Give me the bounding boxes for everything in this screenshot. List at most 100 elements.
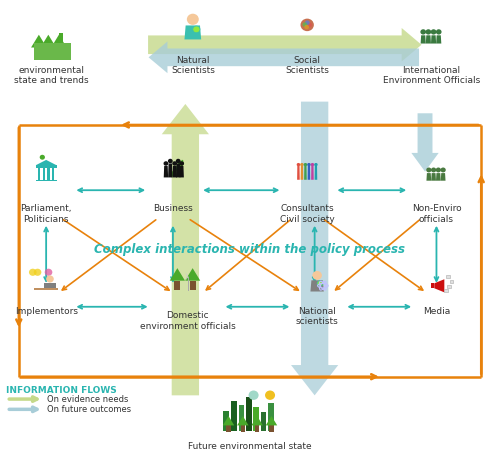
Polygon shape bbox=[446, 275, 450, 278]
Polygon shape bbox=[45, 47, 52, 57]
Polygon shape bbox=[185, 277, 188, 281]
Polygon shape bbox=[51, 35, 66, 47]
Polygon shape bbox=[412, 113, 438, 172]
Circle shape bbox=[187, 14, 199, 25]
Circle shape bbox=[440, 167, 446, 173]
Polygon shape bbox=[168, 164, 172, 177]
Circle shape bbox=[164, 161, 168, 166]
Circle shape bbox=[426, 167, 432, 173]
Polygon shape bbox=[162, 104, 209, 395]
Circle shape bbox=[46, 275, 54, 282]
Polygon shape bbox=[174, 280, 180, 290]
Polygon shape bbox=[255, 425, 260, 432]
Polygon shape bbox=[300, 166, 303, 180]
Circle shape bbox=[436, 29, 442, 35]
Text: Media: Media bbox=[423, 307, 450, 316]
Polygon shape bbox=[304, 166, 306, 180]
Polygon shape bbox=[431, 173, 436, 181]
Polygon shape bbox=[269, 425, 274, 432]
Circle shape bbox=[296, 163, 300, 166]
Circle shape bbox=[307, 23, 312, 27]
Polygon shape bbox=[311, 166, 314, 180]
Circle shape bbox=[304, 163, 307, 166]
Circle shape bbox=[430, 29, 436, 35]
Polygon shape bbox=[190, 280, 196, 290]
Polygon shape bbox=[260, 412, 266, 431]
Text: On future outcomes: On future outcomes bbox=[47, 405, 132, 414]
Circle shape bbox=[420, 29, 426, 35]
Polygon shape bbox=[450, 280, 453, 282]
Circle shape bbox=[40, 155, 45, 160]
Polygon shape bbox=[164, 166, 168, 177]
Polygon shape bbox=[426, 173, 431, 181]
Text: INFORMATION FLOWS: INFORMATION FLOWS bbox=[6, 386, 117, 395]
Circle shape bbox=[180, 161, 184, 166]
Polygon shape bbox=[188, 277, 190, 291]
Text: Natural
Scientists: Natural Scientists bbox=[171, 56, 215, 76]
Polygon shape bbox=[42, 168, 45, 181]
Polygon shape bbox=[44, 283, 56, 289]
Polygon shape bbox=[308, 166, 310, 180]
Circle shape bbox=[310, 163, 314, 166]
Circle shape bbox=[307, 163, 310, 166]
Polygon shape bbox=[60, 33, 64, 43]
Circle shape bbox=[176, 159, 180, 163]
Circle shape bbox=[168, 159, 172, 163]
Polygon shape bbox=[434, 279, 444, 292]
Polygon shape bbox=[36, 47, 42, 57]
Circle shape bbox=[34, 269, 42, 276]
Polygon shape bbox=[314, 166, 317, 180]
Circle shape bbox=[302, 23, 307, 27]
Polygon shape bbox=[226, 425, 231, 432]
Polygon shape bbox=[240, 425, 245, 432]
Circle shape bbox=[300, 19, 314, 31]
Text: Domestic
environment officials: Domestic environment officials bbox=[140, 311, 235, 331]
Polygon shape bbox=[170, 160, 182, 177]
Polygon shape bbox=[56, 47, 62, 57]
Polygon shape bbox=[268, 402, 274, 431]
Polygon shape bbox=[223, 416, 234, 425]
Circle shape bbox=[436, 167, 441, 173]
Polygon shape bbox=[31, 35, 46, 47]
Text: Social
Scientists: Social Scientists bbox=[285, 56, 329, 76]
Polygon shape bbox=[170, 268, 185, 280]
Text: Parliament,
Politicians: Parliament, Politicians bbox=[20, 204, 72, 224]
Text: Business: Business bbox=[153, 204, 193, 213]
Circle shape bbox=[248, 391, 258, 400]
Polygon shape bbox=[420, 35, 426, 44]
Circle shape bbox=[265, 391, 275, 400]
Polygon shape bbox=[246, 397, 252, 431]
Polygon shape bbox=[36, 160, 56, 165]
Circle shape bbox=[317, 281, 323, 286]
Text: National
scientists: National scientists bbox=[296, 307, 339, 326]
Polygon shape bbox=[52, 168, 54, 181]
Text: Non-Enviro
officials: Non-Enviro officials bbox=[412, 204, 462, 224]
Circle shape bbox=[312, 271, 322, 280]
Text: On evidence needs: On evidence needs bbox=[47, 394, 128, 404]
Polygon shape bbox=[36, 180, 56, 182]
Circle shape bbox=[300, 163, 304, 166]
Circle shape bbox=[44, 269, 52, 276]
Text: Consultants
Civil society: Consultants Civil society bbox=[280, 204, 334, 224]
Polygon shape bbox=[185, 272, 188, 277]
Circle shape bbox=[314, 163, 318, 166]
Polygon shape bbox=[297, 166, 300, 180]
Polygon shape bbox=[436, 35, 442, 44]
Polygon shape bbox=[148, 41, 419, 73]
Polygon shape bbox=[185, 268, 200, 280]
Circle shape bbox=[426, 29, 431, 35]
Polygon shape bbox=[36, 165, 56, 168]
Circle shape bbox=[305, 21, 310, 25]
Polygon shape bbox=[448, 285, 451, 288]
Circle shape bbox=[193, 26, 200, 33]
Text: International
Environment Officials: International Environment Officials bbox=[383, 66, 480, 85]
Polygon shape bbox=[436, 173, 441, 181]
Polygon shape bbox=[431, 35, 436, 44]
Text: Future environmental state: Future environmental state bbox=[188, 442, 312, 451]
Polygon shape bbox=[253, 407, 258, 431]
Polygon shape bbox=[176, 164, 180, 177]
Text: Complex interactions within the policy process: Complex interactions within the policy p… bbox=[94, 243, 406, 256]
Polygon shape bbox=[48, 168, 50, 181]
Polygon shape bbox=[148, 28, 421, 61]
Text: Implementors: Implementors bbox=[14, 307, 78, 316]
